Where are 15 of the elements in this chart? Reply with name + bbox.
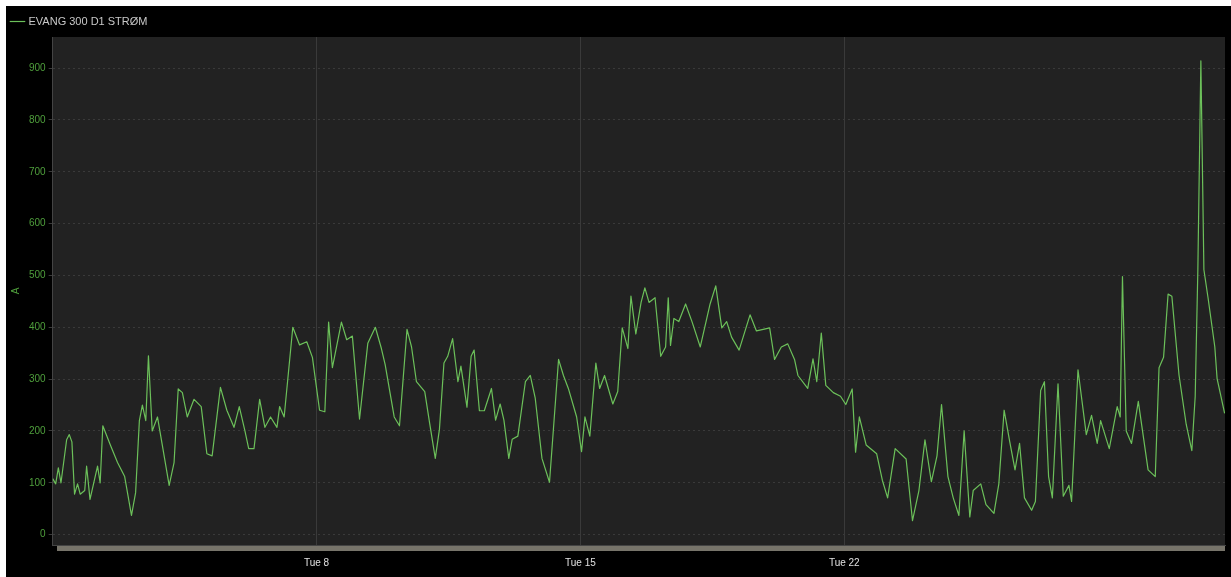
y-axis-title: A [9, 287, 21, 295]
y-tick-label: 800 [29, 113, 47, 125]
y-tick-label: 600 [29, 217, 47, 229]
legend-label: EVANG 300 D1 STRØM [28, 14, 148, 27]
x-tick-label: Tue 8 [303, 556, 330, 568]
y-tick-label: 200 [29, 424, 47, 436]
y-tick-label: 700 [29, 165, 47, 177]
y-tick-label: 500 [29, 269, 47, 281]
y-tick-label: 300 [29, 372, 47, 384]
x-tick-label: Tue 22 [828, 556, 861, 568]
y-tick-label: 100 [29, 476, 47, 488]
y-tick-label: 0 [40, 528, 47, 540]
y-tick-label: 400 [29, 321, 47, 333]
y-tick-label: 900 [29, 61, 47, 73]
x-tick-label: Tue 15 [565, 556, 597, 568]
